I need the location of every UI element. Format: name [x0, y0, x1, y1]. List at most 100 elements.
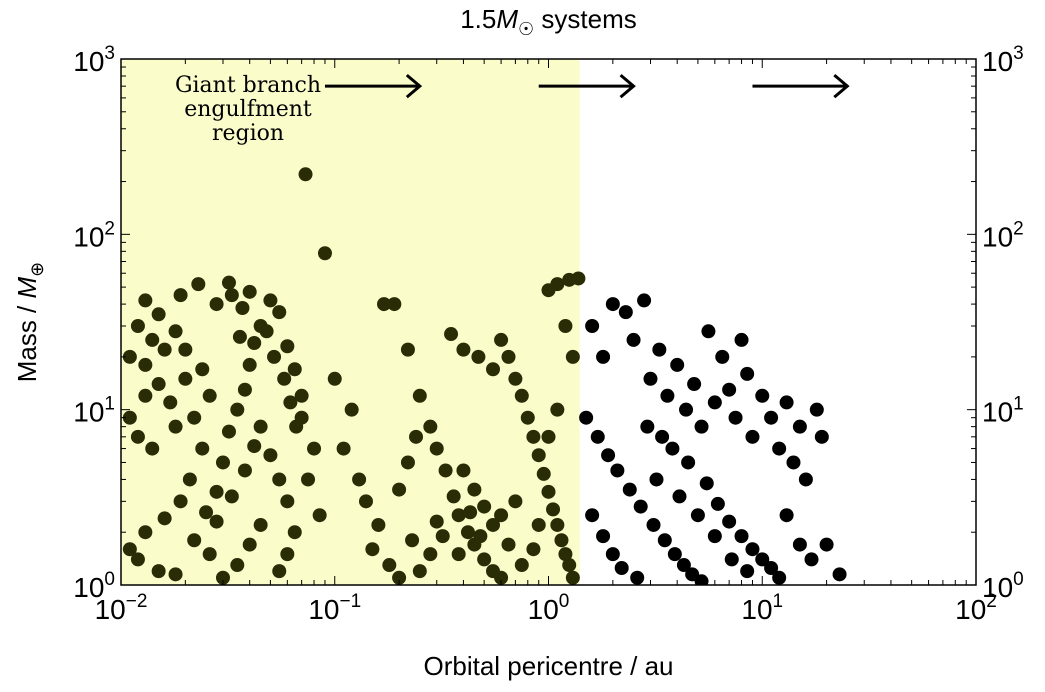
y-axis-label: Mass / M⊕ — [12, 262, 47, 383]
data-point — [157, 511, 172, 526]
data-point — [630, 570, 645, 585]
y-tick-label-right: 103 — [982, 43, 1024, 77]
data-point — [467, 482, 482, 497]
data-point — [446, 489, 461, 504]
data-point — [438, 463, 453, 478]
data-point — [209, 484, 224, 499]
data-point — [526, 542, 541, 557]
data-point — [699, 476, 714, 491]
data-point — [596, 529, 611, 544]
data-point — [232, 329, 247, 344]
data-point — [558, 547, 573, 562]
data-point — [633, 499, 648, 514]
data-point — [195, 441, 210, 456]
data-point — [745, 429, 760, 444]
data-point — [798, 472, 813, 487]
data-point — [202, 388, 217, 403]
y-tick-label-left: 100 — [73, 569, 115, 603]
data-point — [710, 496, 725, 511]
data-point — [429, 514, 444, 529]
data-point — [640, 419, 655, 434]
engulfment-region — [121, 59, 580, 585]
data-point — [660, 388, 675, 403]
data-point — [724, 552, 739, 567]
data-point — [786, 455, 801, 470]
data-point — [145, 441, 160, 456]
data-point — [546, 502, 561, 517]
data-point — [652, 342, 667, 357]
data-point — [614, 561, 629, 576]
data-point — [514, 388, 529, 403]
arrow-head — [619, 74, 636, 99]
data-point — [392, 482, 407, 497]
data-point — [486, 517, 501, 532]
data-point — [294, 388, 309, 403]
data-point — [676, 558, 691, 573]
data-point — [130, 552, 145, 567]
data-point — [263, 448, 278, 463]
x-tick-label: 102 — [955, 591, 997, 625]
data-point — [601, 448, 616, 463]
data-point — [301, 472, 316, 487]
data-point — [287, 525, 302, 540]
data-point — [168, 567, 183, 582]
data-point — [400, 342, 415, 357]
data-point — [224, 288, 239, 303]
data-point — [477, 499, 492, 514]
x-axis-label: Orbital pericentre / au — [423, 651, 673, 681]
x-tick-label: 100 — [528, 591, 570, 625]
data-point — [755, 388, 770, 403]
data-point — [687, 377, 702, 392]
data-point — [694, 574, 709, 585]
arrow-head — [833, 74, 850, 99]
data-point — [832, 567, 847, 582]
x-tick-label: 101 — [741, 591, 783, 625]
data-point — [387, 297, 402, 312]
ylabel-symbol: M — [12, 276, 42, 298]
data-point — [456, 342, 471, 357]
data-point — [377, 297, 392, 312]
data-point — [554, 533, 569, 548]
region-label-line: engulfment — [184, 97, 312, 122]
data-point — [163, 395, 178, 410]
data-point — [157, 342, 172, 357]
data-point — [463, 505, 478, 520]
data-point — [191, 277, 206, 292]
data-point — [626, 332, 641, 347]
data-point — [667, 547, 682, 562]
axis-ticks — [120, 59, 976, 586]
data-point — [138, 357, 153, 372]
title-subscript: ☉ — [518, 19, 534, 39]
data-point — [637, 293, 652, 308]
data-point — [247, 439, 262, 454]
data-point — [804, 552, 819, 567]
data-point — [558, 319, 573, 334]
data-point — [122, 349, 137, 364]
data-point — [178, 371, 193, 386]
data-point — [283, 395, 298, 410]
data-point — [221, 275, 236, 290]
y-tick-label-left: 102 — [73, 218, 115, 252]
data-point — [694, 419, 709, 434]
region-label-line: Giant branch — [175, 73, 321, 98]
data-point — [187, 410, 202, 425]
data-point — [272, 472, 287, 487]
data-point — [336, 441, 351, 456]
data-point — [307, 441, 322, 456]
data-point — [646, 517, 661, 532]
data-point — [722, 514, 737, 529]
data-point — [352, 472, 367, 487]
data-point — [451, 547, 466, 562]
data-point — [779, 508, 794, 523]
data-point — [138, 388, 153, 403]
data-point — [294, 410, 309, 425]
data-point — [764, 561, 779, 576]
data-point — [707, 529, 722, 544]
data-point — [412, 388, 427, 403]
data-point — [740, 366, 755, 381]
data-point — [253, 517, 268, 532]
data-point — [209, 514, 224, 529]
title-symbol: M — [496, 4, 518, 34]
data-point — [277, 371, 292, 386]
